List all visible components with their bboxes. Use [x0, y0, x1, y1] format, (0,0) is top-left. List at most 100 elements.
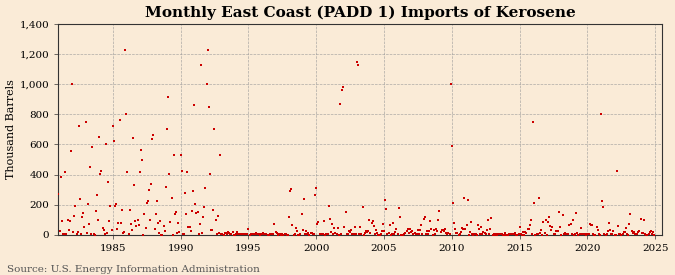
- Point: [625, 212, 636, 216]
- Point: [241, 232, 252, 237]
- Point: [635, 217, 646, 221]
- Point: [505, 232, 516, 236]
- Point: [230, 232, 240, 237]
- Point: [321, 232, 332, 236]
- Point: [410, 231, 421, 236]
- Point: [620, 226, 631, 230]
- Point: [259, 232, 269, 236]
- Point: [518, 230, 529, 235]
- Point: [427, 233, 438, 237]
- Point: [352, 59, 362, 64]
- Point: [526, 232, 537, 236]
- Point: [433, 218, 443, 222]
- Point: [617, 232, 628, 236]
- Point: [496, 232, 507, 236]
- Point: [127, 228, 138, 232]
- Point: [335, 232, 346, 236]
- Point: [424, 229, 435, 233]
- Point: [612, 169, 622, 174]
- Point: [173, 221, 184, 225]
- Point: [493, 232, 504, 236]
- Point: [622, 232, 632, 236]
- Point: [252, 232, 263, 236]
- Point: [256, 232, 267, 236]
- Point: [572, 231, 583, 235]
- Point: [608, 229, 619, 234]
- Point: [610, 233, 620, 237]
- Point: [415, 228, 426, 232]
- Point: [374, 233, 385, 237]
- Point: [248, 232, 259, 236]
- Point: [176, 169, 187, 173]
- Point: [338, 85, 349, 89]
- Point: [613, 224, 624, 228]
- Point: [439, 227, 450, 231]
- Point: [313, 220, 324, 224]
- Point: [159, 229, 170, 234]
- Point: [474, 226, 485, 231]
- Point: [414, 232, 425, 236]
- Point: [171, 210, 182, 214]
- Point: [263, 233, 274, 237]
- Point: [114, 118, 125, 123]
- Point: [193, 232, 204, 236]
- Point: [68, 230, 78, 234]
- Point: [182, 169, 193, 174]
- Point: [157, 232, 168, 237]
- Point: [92, 192, 103, 197]
- Point: [467, 232, 478, 236]
- Point: [57, 219, 68, 223]
- Point: [600, 233, 611, 237]
- Point: [464, 230, 475, 234]
- Point: [122, 170, 133, 174]
- Point: [246, 232, 257, 236]
- Point: [178, 232, 188, 236]
- Point: [203, 104, 214, 109]
- Point: [317, 232, 328, 236]
- Point: [87, 145, 98, 150]
- Point: [488, 232, 499, 236]
- Point: [412, 228, 423, 232]
- Point: [484, 231, 495, 236]
- Point: [634, 229, 645, 233]
- Point: [535, 231, 545, 236]
- Point: [287, 222, 298, 227]
- Point: [462, 198, 473, 202]
- Point: [265, 232, 276, 236]
- Point: [64, 219, 75, 224]
- Point: [320, 232, 331, 237]
- Point: [69, 214, 80, 218]
- Point: [466, 220, 477, 224]
- Point: [294, 232, 304, 237]
- Point: [277, 231, 288, 236]
- Point: [317, 232, 327, 236]
- Point: [314, 232, 325, 236]
- Point: [273, 233, 284, 237]
- Point: [337, 88, 348, 92]
- Point: [304, 232, 315, 237]
- Point: [578, 232, 589, 236]
- Point: [456, 230, 466, 235]
- Point: [106, 228, 117, 233]
- Point: [630, 232, 641, 236]
- Point: [101, 142, 111, 147]
- Point: [261, 232, 272, 236]
- Point: [485, 227, 495, 231]
- Point: [312, 222, 323, 226]
- Point: [119, 230, 130, 234]
- Point: [593, 232, 604, 236]
- Point: [595, 111, 606, 116]
- Point: [487, 232, 498, 237]
- Point: [303, 231, 314, 235]
- Point: [400, 230, 411, 235]
- Point: [200, 186, 211, 191]
- Point: [109, 204, 120, 208]
- Point: [213, 231, 224, 235]
- Point: [245, 232, 256, 237]
- Point: [67, 82, 78, 86]
- Point: [469, 232, 480, 236]
- Point: [630, 232, 641, 236]
- Point: [74, 124, 84, 129]
- Point: [531, 232, 542, 237]
- Point: [464, 233, 475, 237]
